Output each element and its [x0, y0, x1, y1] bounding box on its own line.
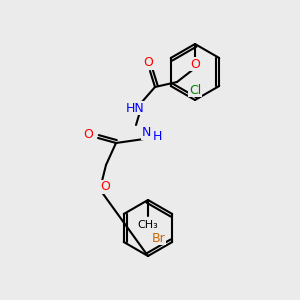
Text: Br: Br: [152, 232, 165, 244]
Text: O: O: [143, 56, 153, 70]
Text: HN: HN: [126, 101, 144, 115]
Text: O: O: [100, 181, 110, 194]
Text: H: H: [152, 130, 162, 143]
Text: CH₃: CH₃: [138, 220, 158, 230]
Text: N: N: [141, 127, 151, 140]
Text: O: O: [83, 128, 93, 142]
Text: O: O: [190, 58, 200, 70]
Text: Cl: Cl: [189, 83, 201, 97]
